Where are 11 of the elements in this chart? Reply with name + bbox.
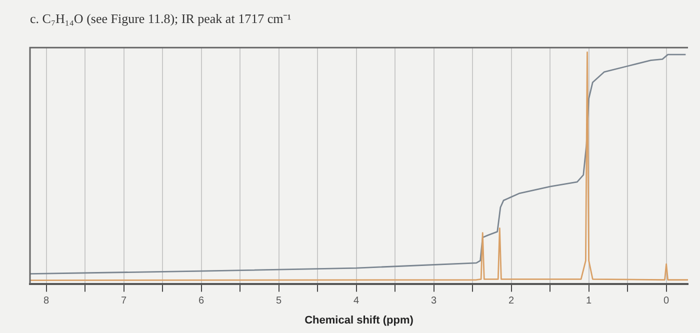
x-tick-label: 0 — [664, 296, 670, 307]
chart-title: c. C₇H₁₄O (see Figure 11.8); IR peak at 1717 cm⁻¹ — [30, 11, 292, 26]
x-axis-title: Chemical shift (ppm) — [304, 314, 414, 326]
x-tick-label: 8 — [43, 296, 50, 307]
x-tick-label: 7 — [120, 296, 127, 307]
x-tick-label: 6 — [198, 296, 204, 307]
x-tick-label: 5 — [276, 296, 282, 307]
x-tick-label: 4 — [354, 296, 360, 307]
x-tick-label: 2 — [508, 296, 515, 307]
x-tick-label: 3 — [431, 296, 438, 307]
x-tick-label: 1 — [586, 296, 592, 307]
